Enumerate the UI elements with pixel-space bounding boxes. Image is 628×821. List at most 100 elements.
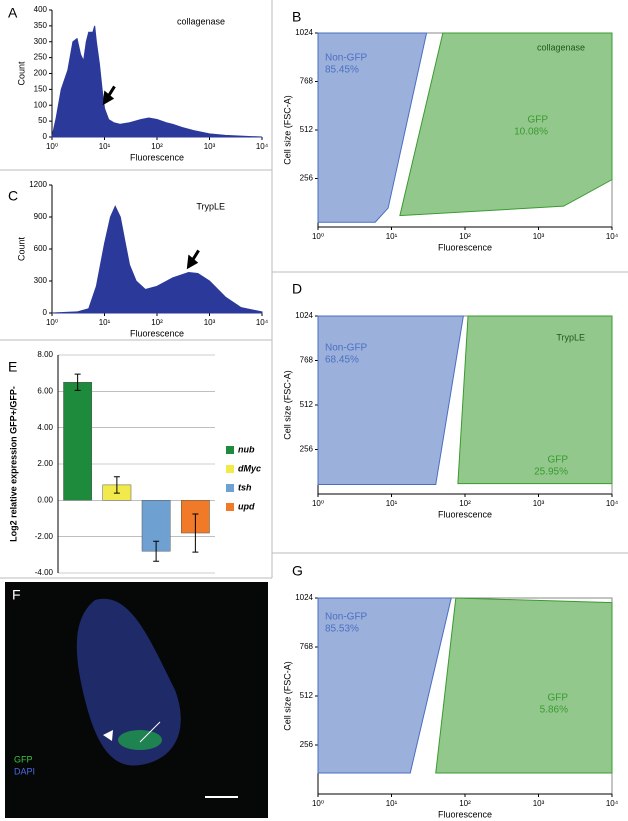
error-bar	[192, 513, 199, 553]
gate-name: GFP	[527, 115, 548, 126]
y-tick-label: 600	[34, 244, 48, 253]
x-tick-label: 10¹	[386, 799, 398, 808]
gate-percent: 85.53%	[325, 624, 359, 635]
x-tick-label: 10³	[204, 142, 216, 151]
annotation: collagenase	[177, 16, 225, 26]
x-axis-label: Fluorescence	[438, 509, 492, 519]
y-tick-label: -4.00	[35, 568, 54, 577]
panel-label: C	[8, 188, 18, 204]
y-tick-label: 900	[34, 212, 48, 221]
y-tick-label: 768	[300, 356, 314, 365]
x-tick-label: 10¹	[99, 142, 111, 151]
gate-name: Non-GFP	[325, 612, 368, 623]
gate-population	[317, 315, 464, 485]
y-tick-label: 0	[43, 308, 48, 317]
gate-percent: 68.45%	[325, 355, 359, 366]
x-tick-label: 10⁴	[606, 499, 619, 508]
stain-label: GFP	[14, 754, 33, 764]
gate-percent: 5.86%	[540, 705, 568, 716]
panel: C TrypLE 0 300 600 900 1200 Count 10⁰ 10¹ 10² 10³ 10…	[8, 180, 269, 338]
y-tick-label: 768	[300, 77, 314, 86]
x-axis-label: Fluorescence	[130, 328, 184, 338]
gate-percent: 85.45%	[325, 65, 359, 76]
y-tick-label: 300	[34, 276, 48, 285]
x-tick-label: 10²	[459, 499, 471, 508]
y-tick-label: 4.00	[37, 423, 53, 432]
panel-label: B	[292, 9, 301, 25]
y-tick-label: 200	[34, 69, 48, 78]
x-axis-label: Fluorescence	[130, 152, 184, 162]
legend-label: dMyc	[238, 463, 261, 473]
x-tick-label: 10⁴	[606, 232, 619, 241]
legend-swatch	[226, 465, 234, 473]
legend-label: nub	[238, 444, 255, 454]
y-tick-label: 256	[300, 174, 314, 183]
y-axis-label: Cell size (FSC-A)	[282, 661, 292, 731]
y-tick-label: 150	[34, 84, 48, 93]
y-tick-label: 350	[34, 21, 48, 30]
y-axis-label: Cell size (FSC-A)	[282, 370, 292, 440]
error-bar	[153, 540, 160, 562]
legend-swatch	[226, 503, 234, 511]
x-tick-label: 10¹	[386, 499, 398, 508]
x-tick-label: 10²	[151, 318, 163, 327]
x-tick-label: 10⁰	[312, 232, 324, 241]
x-tick-label: 10²	[151, 142, 163, 151]
x-tick-label: 10⁴	[606, 799, 619, 808]
y-tick-label: 400	[34, 5, 48, 14]
x-tick-label: 10⁰	[46, 318, 58, 327]
y-tick-label: 2.00	[37, 459, 53, 468]
y-tick-label: 300	[34, 37, 48, 46]
legend-label: tsh	[238, 482, 252, 492]
legend-swatch	[226, 446, 234, 454]
gate-name: GFP	[547, 693, 568, 704]
y-tick-label: 512	[300, 400, 314, 409]
panel: E -4.00 -2.00 0.00 2.00 4.00 6.00 8.00 Log2 rela…	[8, 350, 261, 577]
y-tick-label: -2.00	[35, 532, 54, 541]
y-axis-label: Log2 relative expression GFP+/GFP-	[8, 386, 18, 542]
x-axis-label: Fluorescence	[438, 242, 492, 252]
gate-name: GFP	[547, 455, 568, 466]
y-tick-label: 250	[34, 53, 48, 62]
gate-population	[317, 32, 428, 223]
y-tick-label: 512	[300, 691, 314, 700]
y-axis-label: Count	[16, 61, 26, 86]
gate-name: Non-GFP	[325, 343, 368, 354]
gate-population	[457, 315, 613, 485]
y-axis-label: Cell size (FSC-A)	[282, 95, 292, 165]
y-tick-label: 768	[300, 642, 314, 651]
panel: DTrypLE2565127681024Cell size (FSC-A)10⁰…	[282, 281, 618, 520]
stain-label: DAPI	[14, 766, 35, 776]
y-axis-label: Count	[16, 237, 26, 262]
x-tick-label: 10²	[459, 799, 471, 808]
panel-f: F GFP DAPI	[5, 582, 268, 818]
gate-percent: 25.95%	[534, 467, 568, 478]
arrow	[102, 85, 116, 106]
gate-population	[435, 597, 613, 774]
error-bar	[74, 373, 81, 391]
y-tick-label: 1024	[295, 28, 313, 37]
y-tick-label: 512	[300, 125, 314, 134]
x-tick-label: 10³	[533, 232, 545, 241]
y-tick-label: 100	[34, 100, 48, 109]
gate-population	[317, 597, 452, 774]
y-tick-label: 50	[38, 116, 47, 125]
separators	[0, 0, 628, 579]
bar	[63, 382, 93, 501]
annotation: TrypLE	[196, 201, 225, 211]
y-tick-label: 1024	[295, 311, 313, 320]
panel-label: A	[8, 5, 18, 21]
histogram-area	[51, 205, 263, 314]
error-bar	[113, 476, 120, 494]
legend-label: upd	[238, 501, 255, 511]
panel-label: D	[292, 281, 302, 297]
x-tick-label: 10³	[204, 318, 216, 327]
gate-percent: 10.08%	[514, 127, 548, 138]
y-tick-label: 1200	[29, 180, 47, 189]
panel: G 256 512 768 1024 Cell size (FSC-A) 10⁰ 10¹ 10²…	[282, 563, 618, 820]
panel-label: E	[8, 359, 17, 375]
y-tick-label: 0	[43, 132, 48, 141]
gate-name: Non-GFP	[325, 53, 368, 64]
x-tick-label: 10¹	[386, 232, 398, 241]
